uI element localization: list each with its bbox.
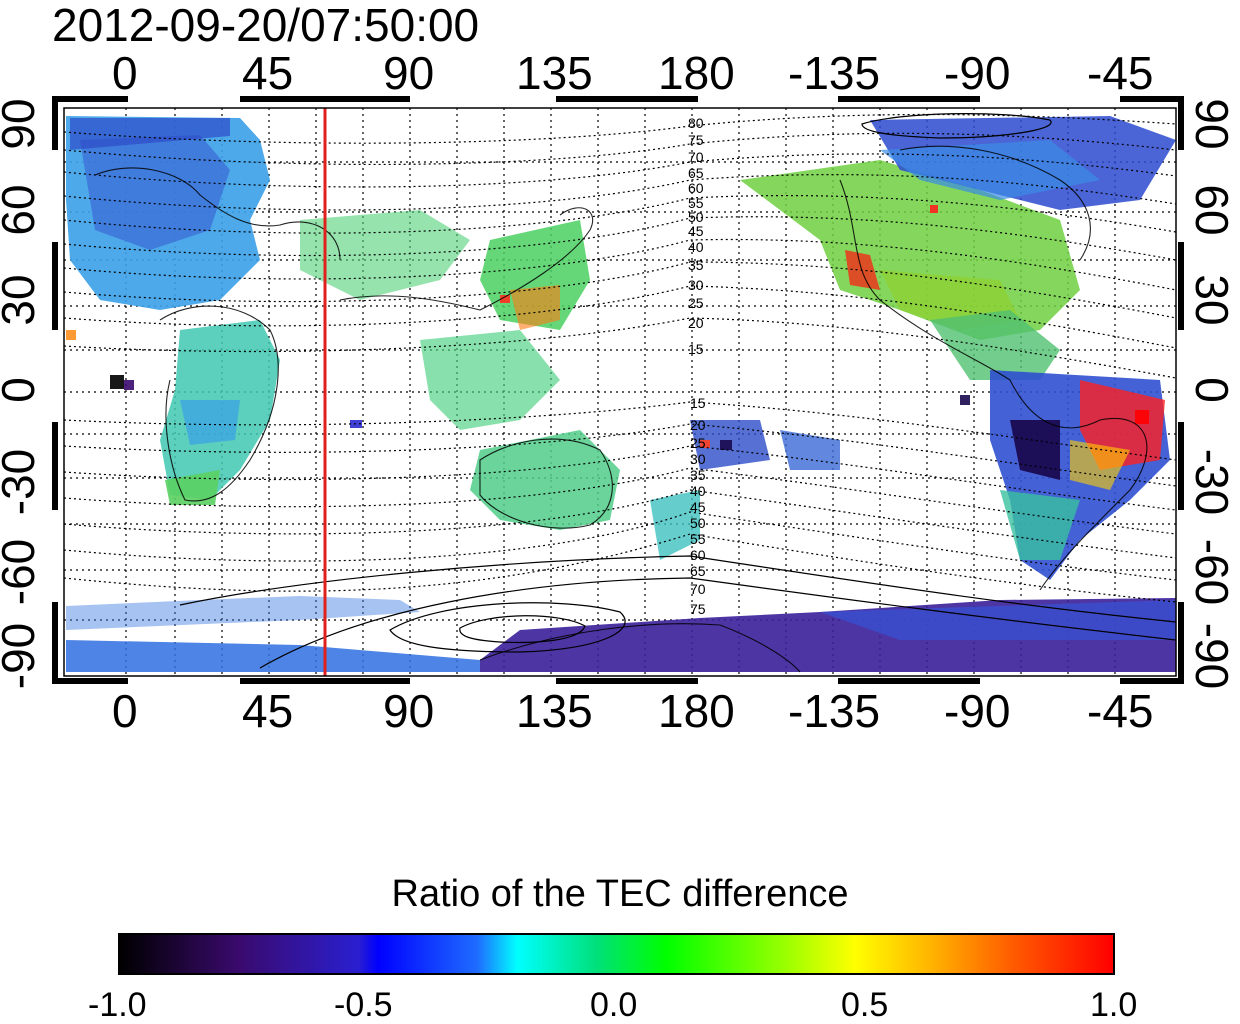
top-lon-tick: 0 <box>112 47 138 99</box>
colorbar-tick: 0.5 <box>841 986 889 1024</box>
colorbar <box>118 933 1115 975</box>
contour-label: 35 <box>688 257 704 273</box>
contour-label: 25 <box>690 435 706 451</box>
top-lon-tick: 135 <box>516 47 593 99</box>
top-lon-tick: -90 <box>944 47 1011 99</box>
contour-labels-north: 80 75 70 65 60 55 50 45 40 35 30 25 20 1… <box>688 115 704 357</box>
contour-label: 20 <box>688 315 704 331</box>
contour-label: 65 <box>688 165 704 181</box>
contour-label: 60 <box>690 547 706 563</box>
contour-label: 15 <box>690 395 706 411</box>
top-lon-tick: 90 <box>383 47 435 99</box>
contour-label: 70 <box>690 581 706 597</box>
contour-label: 40 <box>688 239 704 255</box>
contour-label: 80 <box>688 115 704 131</box>
bottom-axis-bar <box>52 678 1184 684</box>
bottom-lon-tick: -45 <box>1087 685 1154 737</box>
contour-label: 55 <box>690 531 706 547</box>
colorbar-title: Ratio of the TEC difference <box>391 873 849 915</box>
colorbar-tick: -1.0 <box>88 986 147 1024</box>
bottom-lon-tick: 0 <box>112 685 138 737</box>
bottom-lon-tick: -90 <box>944 685 1011 737</box>
contour-label: 55 <box>688 195 704 211</box>
top-lon-tick: 180 <box>658 47 735 99</box>
map-frame <box>63 107 1177 677</box>
contour-label: 45 <box>688 223 704 239</box>
contour-labels-south: 15 20 25 30 35 40 45 50 55 60 65 70 75 <box>690 395 706 617</box>
contour-label: 20 <box>690 417 706 433</box>
contour-label: 60 <box>688 180 704 196</box>
contour-label: 50 <box>690 515 706 531</box>
colorbar-tick: 1.0 <box>1090 986 1138 1024</box>
colorbar-tick: -0.5 <box>334 986 393 1024</box>
top-lon-tick: -45 <box>1087 47 1154 99</box>
contour-label: 75 <box>688 132 704 148</box>
contour-label: 35 <box>690 467 706 483</box>
contour-label: 75 <box>690 601 706 617</box>
bottom-lon-tick: 90 <box>383 685 435 737</box>
colorbar-tick: 0.0 <box>590 986 638 1024</box>
bottom-lon-tick: 45 <box>242 685 294 737</box>
bottom-lon-tick: 135 <box>516 685 593 737</box>
top-lon-tick: 45 <box>242 47 294 99</box>
contour-label: 50 <box>688 209 704 225</box>
contour-label: 25 <box>688 295 704 311</box>
contour-label: 30 <box>688 277 704 293</box>
top-lon-tick: -135 <box>788 47 881 99</box>
contour-label: 45 <box>690 499 706 515</box>
map-title: 2012-09-20/07:50:00 <box>52 0 480 51</box>
magnetic-latitude-contours <box>63 112 1177 669</box>
top-axis-bar <box>52 96 1184 102</box>
contour-label: 70 <box>688 149 704 165</box>
contour-label: 30 <box>690 451 706 467</box>
bottom-lon-tick: 180 <box>658 685 735 737</box>
contour-label: 40 <box>690 483 706 499</box>
tec-data-layer <box>66 116 1176 672</box>
contour-label: 15 <box>688 341 704 357</box>
coastlines <box>94 145 1148 673</box>
bottom-lon-tick: -135 <box>788 685 881 737</box>
contour-label: 65 <box>690 563 706 579</box>
